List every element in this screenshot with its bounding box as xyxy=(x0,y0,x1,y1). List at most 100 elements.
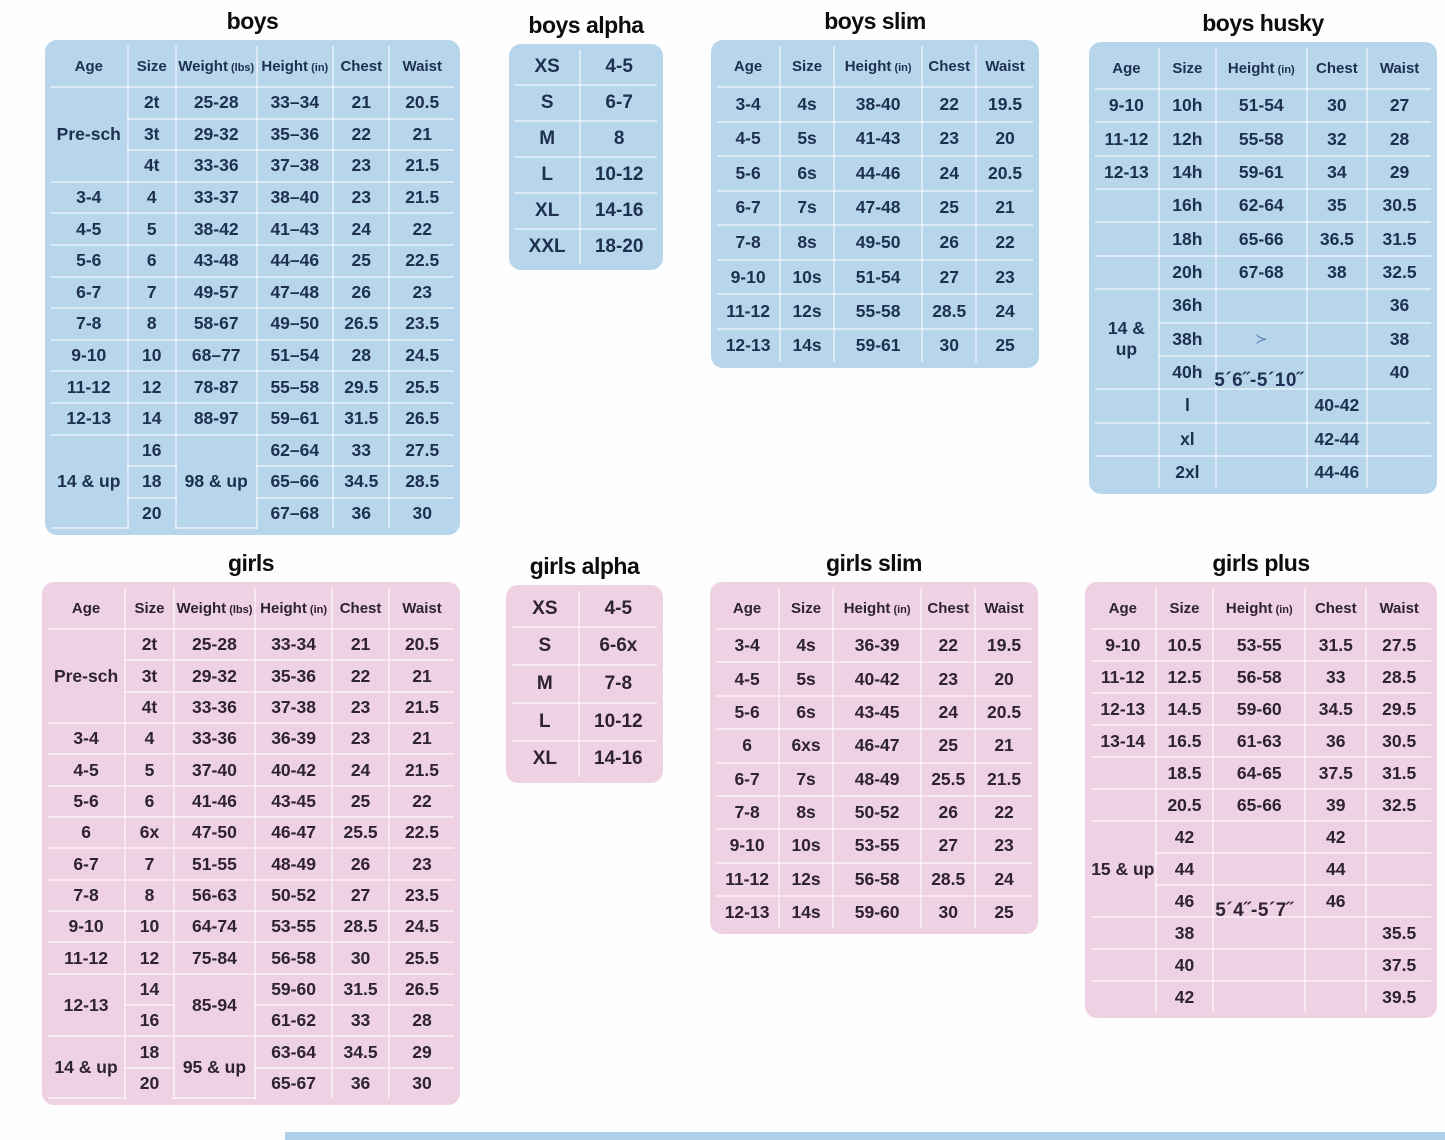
table-row: 12-13 14s 59-60 30 25 xyxy=(716,895,1032,928)
table-cell: 10h xyxy=(1157,87,1217,124)
table-cell: 36 xyxy=(1366,288,1431,324)
table-row: 4-5 5 38-42 41–43 24 22 xyxy=(51,212,454,246)
table-cell: 10s xyxy=(779,258,835,296)
table-cell: 14.5 xyxy=(1154,692,1215,727)
table-cell: 37.5 xyxy=(1304,756,1368,791)
table-row: 20 65-67 36 30 xyxy=(48,1066,454,1098)
table-cell: 6s xyxy=(779,155,835,192)
table-cell: 44–46 xyxy=(255,243,335,278)
table-cell: 21.5 xyxy=(387,690,454,725)
table-cell: 26 xyxy=(920,794,977,831)
size-chart-grid: Age Size Weight (lbs) Height (in) Chest Waist… xyxy=(51,46,454,530)
table-cell: 48-49 xyxy=(254,847,334,881)
table-cell: 42 xyxy=(1304,820,1368,855)
table-cell: 39 xyxy=(1304,788,1368,823)
table-cell: 30 xyxy=(387,1066,454,1098)
table-cell: 14s xyxy=(779,327,835,362)
table-cell: 11-12 xyxy=(1095,121,1160,157)
table-cell: 19.5 xyxy=(974,627,1032,664)
table-row: 12-13 14.5 59-60 34.5 29.5 xyxy=(1091,692,1431,727)
table-cell: 7-8 xyxy=(716,794,781,831)
table-cell: 5s xyxy=(778,661,834,697)
table-cell: 6-6x xyxy=(577,626,657,667)
table-row: 3-4 4 33-36 36-39 23 21 xyxy=(48,722,454,756)
table-cell: 28 xyxy=(1366,121,1431,157)
table-cell: 25 xyxy=(920,728,977,764)
table-row: 4t 33-36 37–38 23 21.5 xyxy=(51,149,454,183)
table-cell: 67–68 xyxy=(255,496,335,528)
table-row: 14 & up 36h 36 xyxy=(1095,288,1431,391)
column-header: Chest xyxy=(1305,48,1369,90)
table-cell: 20.5 xyxy=(387,627,454,662)
table-row: 5-6 6s 43-45 24 20.5 xyxy=(716,694,1032,731)
table-cell: 14-16 xyxy=(579,192,657,231)
table-cell: 16 xyxy=(126,433,177,468)
table-cell xyxy=(1214,354,1308,391)
column-header: Age xyxy=(716,588,781,630)
table-cell: 23 xyxy=(387,847,454,881)
table-cell xyxy=(1366,388,1431,424)
table-cell: 28.5 xyxy=(920,861,977,898)
table-cell: 25.5 xyxy=(331,816,390,850)
column-header: Height (in) xyxy=(255,46,335,88)
column-header-unit: (in) xyxy=(890,603,911,616)
table-cell: 46-47 xyxy=(254,816,334,850)
table-cell: 56-58 xyxy=(1212,660,1307,695)
table-row: 18.5 64-65 37.5 31.5 xyxy=(1091,756,1431,791)
table-cell: 40-42 xyxy=(254,753,334,787)
table-cell xyxy=(1095,254,1160,291)
table-cell: 68–77 xyxy=(174,338,258,373)
table-cell xyxy=(1365,884,1431,919)
table-cell: 27.5 xyxy=(1365,627,1431,663)
table-cell: 47-50 xyxy=(172,816,257,850)
table-cell: 12-13 xyxy=(1095,154,1160,191)
table-row: 12-13 14s 59-61 30 25 xyxy=(717,327,1033,362)
column-header: Height (in) xyxy=(832,46,924,88)
column-header: Age xyxy=(48,588,127,630)
table-cell: 61-62 xyxy=(254,1004,334,1038)
table-cell: 26.5 xyxy=(388,401,454,436)
table-cell xyxy=(1366,421,1431,457)
table-cell: 64-65 xyxy=(1212,756,1307,791)
table-cell: 34.5 xyxy=(1304,692,1368,727)
panel-title-girls-alpha: girls alpha xyxy=(529,553,640,579)
table-cell: 36.5 xyxy=(1305,221,1369,257)
table-cell: 33-36 xyxy=(172,690,257,725)
table-cell: 5-6 xyxy=(51,243,129,278)
table-cell: 4-5 xyxy=(579,50,657,86)
table-cell: 23.5 xyxy=(388,307,454,341)
column-header-unit: (lbs) xyxy=(227,61,255,74)
table-cell: 22 xyxy=(332,117,391,152)
table-row: 7-8 8s 49-50 26 22 xyxy=(717,224,1033,261)
table-row: 5-6 6 43-48 44–46 25 22.5 xyxy=(51,243,454,278)
column-header-unit: (in) xyxy=(1272,603,1293,616)
table-cell: 4-5 xyxy=(51,212,129,246)
table-row: XXL 18-20 xyxy=(515,228,657,264)
table-cell: 38–40 xyxy=(255,180,335,215)
table-row: 40h 40 xyxy=(1095,354,1431,391)
table-cell: 4s xyxy=(778,627,834,664)
table-cell: 30 xyxy=(331,941,390,975)
table-row: 9-10 10 64-74 53-55 28.5 24.5 xyxy=(48,910,454,944)
table-cell: 24 xyxy=(921,155,978,192)
column-header: Chest xyxy=(920,588,977,630)
table-cell: 14 xyxy=(126,401,177,436)
table-cell: 20 xyxy=(127,496,177,528)
column-header: Waist xyxy=(1365,588,1431,630)
table-cell: 26 xyxy=(331,847,390,881)
panel-boys-alpha: boys alpha XS 4-5 S 6-7 M 8 L 10-12 XL 14-16 XXL 18… xyxy=(509,10,663,270)
size-table-girls-slim: Age Size Height (in) Chest Waist 3-4 4s 36-39 22… xyxy=(710,582,1038,934)
table-cell: 59-60 xyxy=(1212,692,1307,727)
table-cell: 6 xyxy=(48,816,127,850)
table-cell: 21 xyxy=(332,86,391,120)
table-cell: 22.5 xyxy=(388,243,454,278)
table-cell: 25-28 xyxy=(172,627,257,662)
table-cell: 24.5 xyxy=(388,338,454,373)
table-row: 3-4 4 33-37 38–40 23 21.5 xyxy=(51,180,454,215)
column-header-unit: (in) xyxy=(891,61,912,74)
table-cell: 11-12 xyxy=(48,941,127,975)
table-cell: 25 xyxy=(974,895,1032,928)
table-cell: 14-16 xyxy=(577,739,657,777)
table-cell xyxy=(1095,454,1160,488)
table-cell: 7s xyxy=(779,189,835,227)
